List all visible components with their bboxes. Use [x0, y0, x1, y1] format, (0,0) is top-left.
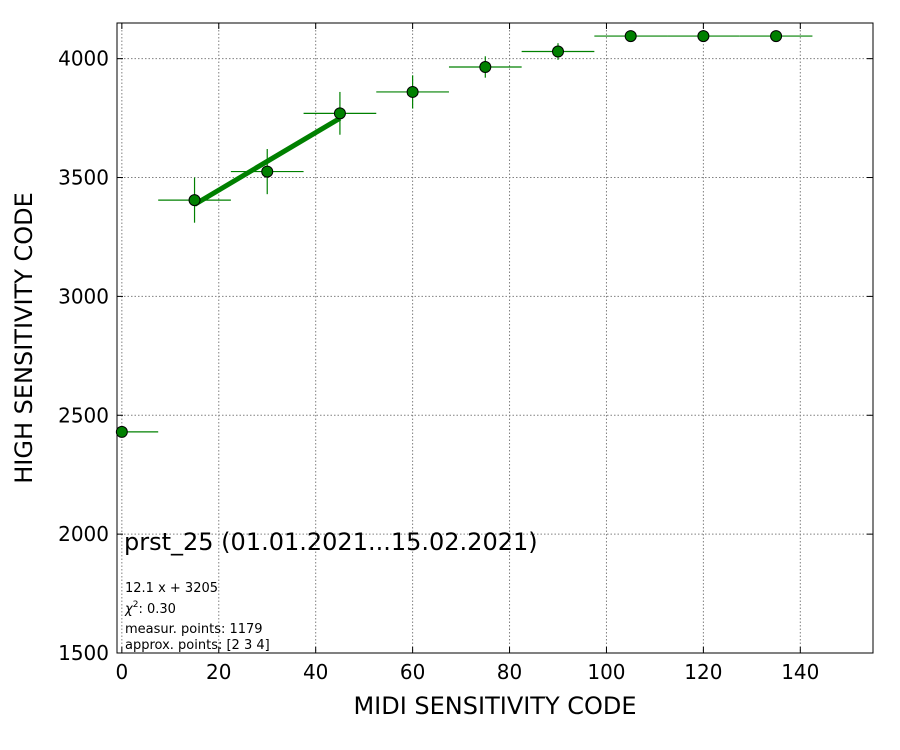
data-point — [115, 425, 128, 438]
measur-points-label: measur. points: 1179 — [125, 622, 263, 637]
grid — [117, 23, 873, 654]
data-point — [333, 107, 346, 120]
chi2-value: 0.30 — [147, 602, 176, 617]
x-tick-label: 100 — [587, 660, 625, 684]
y-tick-label: 1500 — [58, 641, 109, 665]
y-tick-label: 2000 — [58, 522, 109, 546]
approx-points-label: approx. points: [2 3 4] — [125, 638, 270, 653]
error-bars — [121, 35, 813, 433]
y-tick-label: 2500 — [58, 403, 109, 427]
x-tick-label: 80 — [497, 660, 522, 684]
x-tick-label: 140 — [781, 660, 819, 684]
chart-title: prst_25 (01.01.2021...15.02.2021) — [124, 528, 538, 556]
x-tick-label: 40 — [303, 660, 328, 684]
data-markers — [115, 30, 783, 438]
data-point — [261, 165, 274, 178]
data-point — [552, 45, 564, 58]
y-tick-label: 4000 — [58, 47, 109, 71]
y-axis-label: HIGH SENSITIVITY CODE — [10, 192, 38, 484]
x-tick-label: 20 — [206, 660, 231, 684]
data-point — [479, 60, 492, 73]
y-tick-label: 3000 — [58, 284, 109, 308]
data-point — [406, 85, 419, 98]
data-point — [188, 194, 201, 207]
fit-equation: 12.1 x + 3205 — [125, 581, 218, 596]
x-axis-label: MIDI SENSITIVITY CODE — [353, 692, 636, 720]
x-tick-label: 120 — [684, 660, 722, 684]
chi2-label: χ2: 0.30 — [124, 600, 176, 617]
y-tick-label: 3500 — [58, 166, 109, 190]
x-tick-label: 60 — [400, 660, 425, 684]
data-point — [624, 30, 637, 43]
data-point — [770, 30, 783, 43]
ticks: 0 20 40 60 80 100 120 140 1500 2000 2500 3000 3500 40… — [58, 23, 873, 684]
x-tick-label: 0 — [115, 660, 128, 684]
data-point — [697, 30, 710, 43]
plot-frame — [116, 22, 874, 654]
